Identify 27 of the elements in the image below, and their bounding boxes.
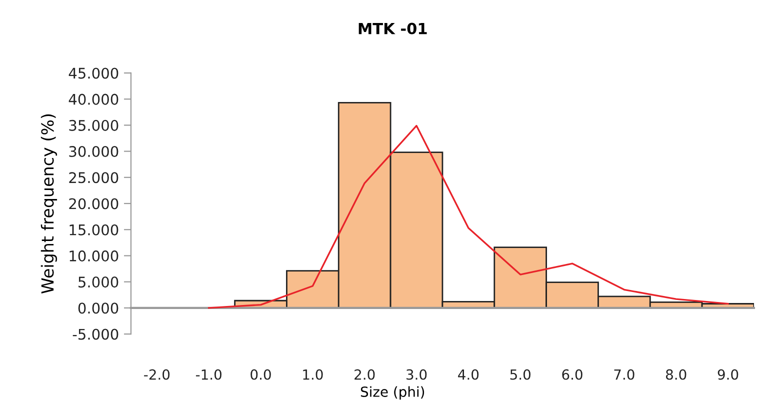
line-series bbox=[208, 124, 729, 309]
y-tick-label: 35.000 bbox=[69, 120, 118, 131]
y-tick-label: -5.000 bbox=[72, 328, 118, 340]
x-tick-label: 8.0 bbox=[666, 369, 686, 380]
y-tick-label: 10.000 bbox=[70, 250, 118, 262]
x-tick-label: -2.0 bbox=[144, 369, 170, 380]
x-tick-label: 1.0 bbox=[303, 369, 323, 380]
x-axis-title: Size (phi) bbox=[360, 386, 424, 400]
y-tick-label: 0.000 bbox=[78, 302, 118, 314]
x-tick-label: 4.0 bbox=[458, 369, 479, 380]
y-axis-title: Weight frequency (%) bbox=[40, 114, 58, 294]
x-tick-label: 6.0 bbox=[562, 369, 582, 380]
y-tick-label: 15.000 bbox=[70, 224, 118, 236]
y-tick-label: 25.000 bbox=[69, 172, 118, 184]
y-tick-label: 30.000 bbox=[69, 146, 118, 158]
x-tick-label: 5.0 bbox=[510, 369, 530, 380]
x-tick-label: 2.0 bbox=[354, 369, 375, 380]
x-tick-label: 3.0 bbox=[406, 369, 427, 380]
y-tick-label: 20.000 bbox=[69, 198, 118, 210]
y-tick-label: 45.000 bbox=[68, 68, 118, 79]
x-tick-label: 0.0 bbox=[250, 369, 271, 380]
x-tick-label: 7.0 bbox=[614, 369, 634, 380]
chart-title: MTK -01 bbox=[358, 22, 427, 34]
y-tick-label: 40.000 bbox=[68, 94, 118, 105]
x-tick-label: -1.0 bbox=[196, 369, 222, 380]
y-tick-label: 5.000 bbox=[78, 276, 118, 288]
x-tick-label: 9.0 bbox=[718, 369, 738, 380]
